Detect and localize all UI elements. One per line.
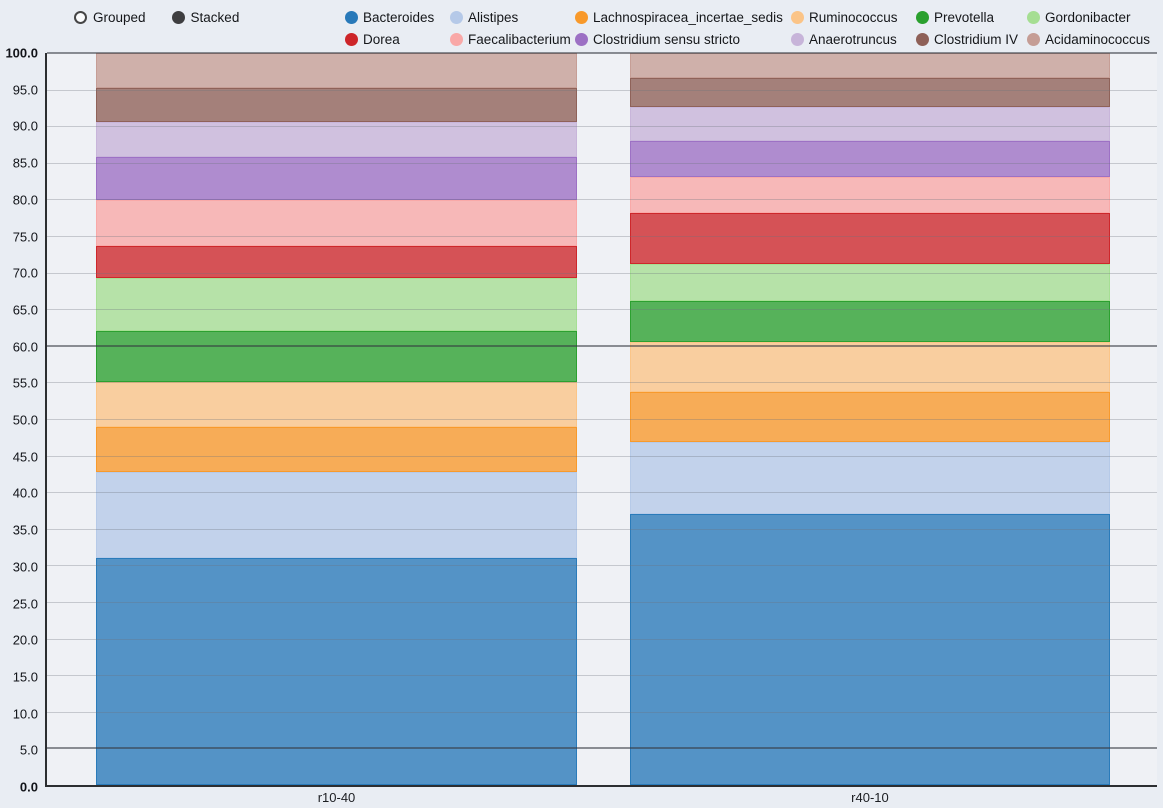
- mode-toggle: Grouped Stacked: [74, 6, 239, 28]
- y-tick-label: 30.0: [12, 559, 38, 575]
- y-tick-label: 60.0: [12, 339, 38, 355]
- legend-label: Bacteroides: [363, 9, 435, 25]
- legend-item: Faecalibacterium: [450, 28, 575, 50]
- legend-item: Acidaminococcus: [1027, 28, 1150, 50]
- y-tick-label: 85.0: [12, 155, 38, 171]
- y-tick-label: 10.0: [12, 706, 38, 722]
- y-tick-label: 55.0: [12, 375, 38, 391]
- y-tick-label: 20.0: [12, 632, 38, 648]
- legend-label: Alistipes: [468, 9, 519, 25]
- legend-swatch-icon: [1027, 10, 1040, 24]
- legend-item: Prevotella: [916, 6, 1027, 28]
- bar-segment: [95, 88, 577, 122]
- bar-segment: [629, 212, 1110, 264]
- bar-segment: [95, 156, 577, 201]
- legend-swatch-icon: [916, 10, 929, 24]
- legend-item: Lachnospiracea_incertae_sedis: [575, 6, 791, 28]
- bar-segment: [95, 53, 577, 89]
- y-tick-label: 75.0: [12, 229, 38, 244]
- bar-segment: [95, 558, 577, 785]
- plot-area: [45, 52, 1157, 787]
- mode-option-stacked[interactable]: Stacked: [171, 9, 240, 25]
- y-tick-label: 80.0: [12, 192, 38, 208]
- bar-segment: [95, 200, 577, 247]
- bar-segment: [629, 263, 1110, 302]
- y-tick-label: 95.0: [12, 82, 38, 98]
- legend-item: Ruminococcus: [791, 6, 916, 28]
- legend-swatch-icon: [345, 10, 358, 24]
- legend-item: Clostridium IV: [916, 28, 1027, 50]
- bar-segment: [629, 107, 1110, 141]
- legend-swatch-icon: [1027, 32, 1040, 46]
- legend-swatch-icon: [575, 10, 588, 24]
- legend-swatch-icon: [791, 10, 804, 24]
- legend-swatch-icon: [575, 32, 588, 46]
- legend-label: Lachnospiracea_incertae_sedis: [593, 9, 783, 25]
- legend-label: Faecalibacterium: [468, 31, 571, 47]
- x-tick-label: r40-10: [851, 790, 889, 805]
- bar-segment: [95, 121, 577, 157]
- bar-segment: [629, 177, 1110, 213]
- legend-label: Gordonibacter: [1045, 9, 1131, 25]
- legend-label: Anaerotruncus: [809, 31, 897, 47]
- legend-label: Acidaminococcus: [1045, 31, 1151, 47]
- bar-segment: [95, 382, 577, 428]
- legend: Bacteroides Alistipes Lachnospiracea_incer…: [345, 6, 1150, 50]
- legend-item: Clostridium sensu stricto: [575, 28, 791, 50]
- mode-option-label: Stacked: [190, 9, 240, 25]
- bar-segment: [629, 53, 1110, 78]
- y-axis: 0.0 5.0 10.0 15.0 20.0 25.0 30.0 35.0 40.0 45.0 50…: [0, 46, 42, 795]
- legend-item: Gordonibacter: [1027, 6, 1150, 28]
- legend-label: Ruminococcus: [809, 9, 898, 25]
- bar-segment: [629, 391, 1110, 442]
- bar-segment: [95, 277, 577, 332]
- legend-bar: Grouped Stacked Bacteroides Alistipes Lachn…: [0, 0, 1163, 52]
- bar-segment: [629, 301, 1110, 343]
- bar-segment: [629, 77, 1110, 108]
- bar-segment: [629, 514, 1110, 785]
- legend-label: Prevotella: [934, 9, 995, 25]
- y-tick-label: 65.0: [12, 302, 38, 318]
- x-tick-label: r10-40: [317, 790, 356, 805]
- bar-segment: [95, 246, 577, 278]
- y-tick-label: 40.0: [12, 485, 38, 501]
- legend-swatch-icon: [791, 32, 804, 46]
- y-tick-label: 90.0: [12, 118, 38, 134]
- y-tick-label: 15.0: [12, 669, 38, 685]
- legend-item: Dorea: [345, 28, 450, 50]
- bar-segment: [95, 331, 577, 383]
- legend-item: Bacteroides: [345, 6, 450, 28]
- legend-item: Alistipes: [450, 6, 575, 28]
- y-tick-label: 5.0: [19, 742, 38, 758]
- legend-swatch-icon: [450, 32, 463, 46]
- y-tick-label: 100.0: [5, 45, 38, 61]
- stacked-bar-r10-40: [95, 53, 577, 785]
- bar-segment: [629, 342, 1110, 392]
- mode-option-label: Grouped: [93, 9, 146, 25]
- radio-unselected-icon[interactable]: [74, 10, 87, 24]
- legend-swatch-icon: [916, 32, 929, 46]
- bar-segment: [95, 427, 577, 472]
- y-tick-label: 50.0: [12, 412, 38, 428]
- legend-item: Anaerotruncus: [791, 28, 916, 50]
- bar-segment: [629, 441, 1110, 515]
- y-tick-label: 0.0: [19, 779, 38, 795]
- legend-swatch-icon: [345, 32, 358, 46]
- bar-segment: [629, 140, 1110, 178]
- legend-label: Clostridium sensu stricto: [593, 31, 741, 47]
- stacked-bar-r40-10: [629, 53, 1110, 785]
- y-tick-label: 35.0: [12, 522, 38, 538]
- x-axis: r10-40 r40-10: [47, 790, 1157, 808]
- y-tick-label: 25.0: [12, 596, 38, 611]
- legend-label: Dorea: [363, 31, 400, 47]
- y-tick-label: 45.0: [12, 449, 38, 465]
- bar-segment: [95, 471, 577, 559]
- legend-label: Clostridium IV: [934, 31, 1019, 47]
- mode-option-grouped[interactable]: Grouped: [74, 10, 146, 25]
- radio-selected-icon[interactable]: [171, 10, 185, 24]
- y-tick-label: 70.0: [12, 265, 38, 281]
- legend-swatch-icon: [450, 10, 463, 24]
